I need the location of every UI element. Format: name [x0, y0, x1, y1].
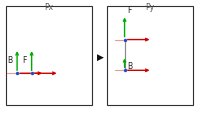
- Text: B: B: [128, 61, 133, 70]
- Text: B: B: [7, 55, 12, 64]
- Text: F: F: [22, 55, 27, 64]
- Text: ▶: ▶: [97, 52, 104, 61]
- Bar: [107, 7, 193, 105]
- Text: F: F: [128, 6, 132, 15]
- Text: Px: Px: [44, 3, 53, 12]
- Text: Py: Py: [146, 3, 155, 12]
- Bar: [6, 7, 92, 105]
